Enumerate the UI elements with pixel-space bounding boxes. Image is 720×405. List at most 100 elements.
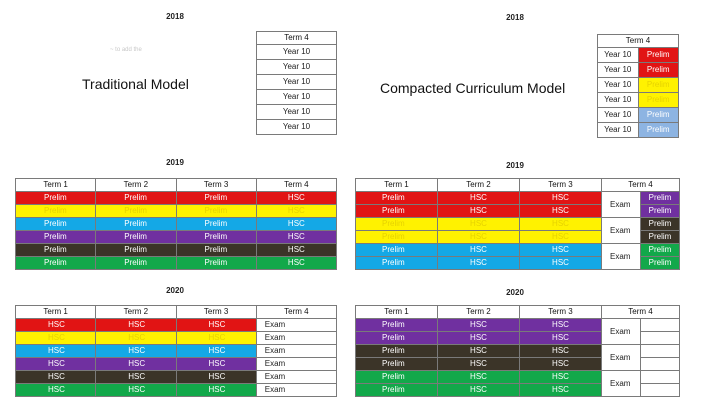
term-cell: HSC <box>437 204 520 218</box>
exam-cell: Exam <box>255 383 338 397</box>
table-row: Year 10 <box>256 74 337 90</box>
exam-cell: Exam <box>255 357 338 371</box>
table-row: Year 10 Prelim <box>597 47 679 63</box>
table-row: HSC HSC HSC Exam <box>14 318 338 332</box>
prelim-cell: Prelim <box>640 191 680 205</box>
term-cell: HSC <box>519 331 602 345</box>
year10-cell: Year 10 <box>597 122 639 138</box>
header-row: Term 4 <box>597 34 679 48</box>
prelim-cell: Prelim <box>640 230 680 244</box>
table-2020-compacted: Term 1 Term 2 Term 3 Term 4 Prelim HSC HSC Exam… <box>355 305 680 397</box>
table-row: Year 10 <box>256 119 337 135</box>
term-cell: Prelim <box>355 318 438 332</box>
term-cell: HSC <box>95 344 177 358</box>
table-row: Prelim HSC HSC Exam <box>355 318 680 345</box>
header-row: Term 1 Term 2 Term 3 Term 4 <box>355 305 680 319</box>
term-cell: HSC <box>437 370 520 384</box>
blank-cell <box>640 383 680 397</box>
term-cell: Prelim <box>14 217 97 231</box>
table-row: Prelim HSC HSC <box>355 383 680 397</box>
prelim-cell: Prelim <box>640 217 680 231</box>
year-2020-right: 2020 <box>506 288 524 297</box>
term-cell: Prelim <box>95 230 177 244</box>
term-cell: Prelim <box>95 243 177 257</box>
term-header: Term 3 <box>519 178 602 192</box>
exam-cell: Exam <box>601 217 641 244</box>
term-cell: Prelim <box>95 191 177 205</box>
term-cell: Prelim <box>355 243 438 257</box>
term-cell: Prelim <box>355 383 438 397</box>
term-header: Term 3 <box>175 178 257 192</box>
term-cell: HSC <box>175 318 257 332</box>
year-2019-right: 2019 <box>506 161 524 170</box>
table-row: Prelim Prelim Prelim HSC <box>14 230 338 244</box>
term-cell: Prelim <box>355 357 438 371</box>
term-cell: Prelim <box>95 256 177 270</box>
term-cell: HSC <box>437 217 520 231</box>
term-cell: HSC <box>519 383 602 397</box>
term-header: Term 4 <box>255 305 338 319</box>
term-header: Term 2 <box>95 178 177 192</box>
table-row: Year 10 Prelim <box>597 62 679 78</box>
prelim-cell: Prelim <box>637 62 679 78</box>
exam-cell: Exam <box>255 331 338 345</box>
exam-cell: Exam <box>255 344 338 358</box>
table-2019-traditional: Term 1 Term 2 Term 3 Term 4 Prelim Prelim Prel… <box>14 178 338 270</box>
term-header: Term 3 <box>519 305 602 319</box>
term-cell: HSC <box>519 357 602 371</box>
exam-cell: Exam <box>255 370 338 384</box>
term-cell: HSC <box>175 370 257 384</box>
term-cell: HSC <box>519 344 602 358</box>
table-row: Prelim HSC HSC Exam <box>355 370 680 397</box>
table-row: HSC HSC HSC Exam <box>14 344 338 358</box>
year-2018-left: 2018 <box>166 12 184 21</box>
term-cell: Prelim <box>175 204 257 218</box>
term-cell: HSC <box>255 256 338 270</box>
term-header: Term 2 <box>95 305 177 319</box>
term-cell: HSC <box>175 331 257 345</box>
table-row: Year 10 <box>256 89 337 105</box>
table-row: Prelim HSC HSC Exam Prelim <box>355 191 680 218</box>
term-cell: HSC <box>95 318 177 332</box>
term-cell: Prelim <box>355 230 438 244</box>
term-cell: Prelim <box>355 256 438 270</box>
term-cell: HSC <box>519 217 602 231</box>
term-cell: HSC <box>175 344 257 358</box>
term-cell: HSC <box>95 383 177 397</box>
term-header: Term 1 <box>355 178 438 192</box>
header-row: Term 1 Term 2 Term 3 Term 4 <box>14 305 338 319</box>
table-row: Prelim HSC HSC Exam Prelim <box>355 243 680 270</box>
prelim-cell: Prelim <box>637 77 679 93</box>
prelim-cell: Prelim <box>640 256 680 270</box>
table-row: Prelim HSC HSC Prelim <box>355 230 680 244</box>
term-cell: HSC <box>255 204 338 218</box>
table-2018-traditional: Term 4 Year 10 Year 10 Year 10 Year 10 Year 1… <box>256 31 337 135</box>
term-cell: HSC <box>437 191 520 205</box>
term-cell: HSC <box>437 383 520 397</box>
table-2020-traditional: Term 1 Term 2 Term 3 Term 4 HSC HSC HSC Exam HSC… <box>14 305 338 397</box>
term-cell: HSC <box>519 191 602 205</box>
term-cell: HSC <box>255 230 338 244</box>
exam-cell: Exam <box>601 243 641 270</box>
term-header: Term 1 <box>14 305 97 319</box>
term-header: Term 4 <box>597 34 679 48</box>
header-row: Term 1 Term 2 Term 3 Term 4 <box>355 178 680 192</box>
term-cell: Prelim <box>355 344 438 358</box>
term-cell: Prelim <box>355 191 438 205</box>
year-2020-left: 2020 <box>166 286 184 295</box>
year10-cell: Year 10 <box>256 119 337 135</box>
term-cell: Prelim <box>14 230 97 244</box>
term-header: Term 2 <box>437 305 520 319</box>
table-row: Year 10 Prelim <box>597 122 679 138</box>
term-cell: HSC <box>519 230 602 244</box>
header-row: Term 4 <box>256 31 337 45</box>
table-row: Year 10 Prelim <box>597 77 679 93</box>
term-cell: Prelim <box>355 217 438 231</box>
exam-cell: Exam <box>601 318 641 345</box>
blank-cell <box>640 331 680 345</box>
term-cell: HSC <box>95 331 177 345</box>
term-cell: HSC <box>437 331 520 345</box>
prelim-cell: Prelim <box>640 204 680 218</box>
year-2018-right: 2018 <box>506 13 524 22</box>
term-cell: HSC <box>437 318 520 332</box>
